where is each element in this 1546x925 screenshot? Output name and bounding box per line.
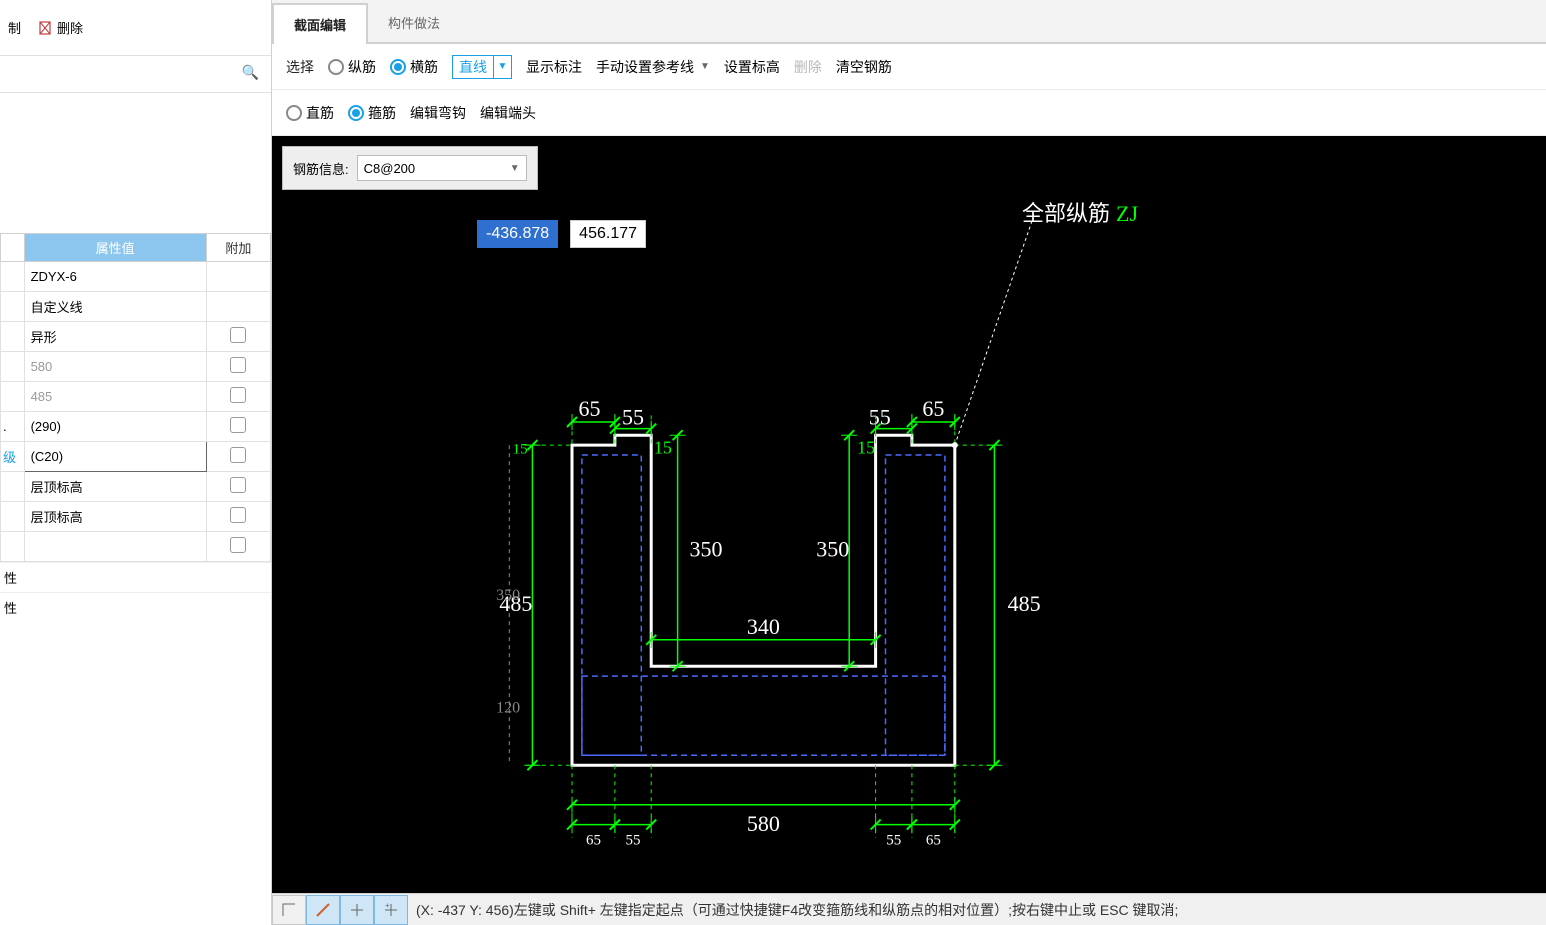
sidebar-toolbar: 制 删除	[0, 0, 271, 56]
property-row[interactable]: ZDYX-6	[1, 262, 271, 292]
radio-stirrup-label: 箍筋	[368, 103, 396, 123]
property-value[interactable]: 580	[24, 352, 206, 382]
radio-transverse[interactable]: 横筋	[390, 57, 438, 77]
chevron-down-icon: ▼	[493, 56, 511, 78]
toolbar-row-1: 选择 纵筋 横筋 直线 ▼ 显示标注 手动设置参考线 ▼ 设置标高 删除 清空钢筋	[272, 44, 1546, 90]
sidebar: 制 删除 🔍 属性值 附加 ZDYX-6自定义线异形580485.(290)级(…	[0, 0, 272, 925]
tab-section-edit[interactable]: 截面编辑	[272, 3, 368, 44]
property-value[interactable]: (C20)	[24, 442, 206, 472]
edit-hook-button[interactable]: 编辑弯钩	[410, 103, 466, 123]
svg-text:55: 55	[626, 833, 641, 849]
snap-btn-4[interactable]: +	[374, 895, 408, 925]
property-value[interactable]: 层顶标高	[24, 472, 206, 502]
chevron-down-icon: ▼	[700, 61, 710, 72]
property-row[interactable]: 485	[1, 382, 271, 412]
radio-straight-label: 直筋	[306, 103, 334, 123]
property-value[interactable]: 485	[24, 382, 206, 412]
radio-transverse-label: 横筋	[410, 57, 438, 77]
property-value[interactable]: 异形	[24, 322, 206, 352]
property-row[interactable]: 层顶标高	[1, 472, 271, 502]
manual-reference-button[interactable]: 手动设置参考线	[596, 57, 694, 77]
property-row[interactable]: 级(C20)	[1, 442, 271, 472]
tab-component-method[interactable]: 构件做法	[368, 3, 460, 42]
property-row[interactable]: 580	[1, 352, 271, 382]
addon-checkbox[interactable]	[230, 507, 246, 523]
radio-straight[interactable]: 直筋	[286, 103, 334, 123]
svg-text:350: 350	[689, 537, 722, 562]
delete-icon	[37, 20, 53, 36]
svg-text:15: 15	[654, 438, 672, 458]
line-type-combo[interactable]: 直线 ▼	[452, 55, 512, 79]
tabs: 截面编辑 构件做法	[272, 0, 1546, 44]
property-row[interactable]	[1, 532, 271, 562]
property-tail: 性	[0, 592, 271, 622]
svg-text:580: 580	[747, 811, 780, 836]
radio-longitudinal[interactable]: 纵筋	[328, 57, 376, 77]
svg-text:55: 55	[622, 405, 644, 430]
property-value[interactable]: ZDYX-6	[24, 262, 206, 292]
property-row[interactable]: 层顶标高	[1, 502, 271, 532]
radio-longitudinal-label: 纵筋	[348, 57, 376, 77]
svg-text:65: 65	[926, 833, 941, 849]
property-row[interactable]: .(290)	[1, 412, 271, 442]
property-table: 属性值 附加 ZDYX-6自定义线异形580485.(290)级(C20)层顶标…	[0, 233, 271, 562]
copy-label: 制	[8, 18, 21, 37]
svg-text:65: 65	[586, 833, 601, 849]
property-value[interactable]: (290)	[24, 412, 206, 442]
svg-text:65: 65	[922, 396, 944, 421]
addon-checkbox[interactable]	[230, 357, 246, 373]
show-dimension-button[interactable]: 显示标注	[526, 57, 582, 77]
toolbar-row-2: 直筋 箍筋 编辑弯钩 编辑端头	[272, 90, 1546, 136]
sidebar-search: 🔍	[0, 56, 271, 93]
property-row[interactable]: 自定义线	[1, 292, 271, 322]
copy-button[interactable]: 制	[8, 18, 21, 37]
addon-checkbox[interactable]	[230, 387, 246, 403]
property-row[interactable]: 异形	[1, 322, 271, 352]
svg-text:15: 15	[513, 442, 528, 458]
svg-text:340: 340	[747, 614, 780, 639]
svg-text:120: 120	[496, 699, 520, 716]
svg-text:55: 55	[886, 833, 901, 849]
delete-button[interactable]: 删除	[37, 18, 83, 37]
svg-text:65: 65	[578, 396, 600, 421]
snap-btn-2[interactable]	[306, 895, 340, 925]
svg-text:350: 350	[496, 587, 520, 604]
property-value[interactable]	[24, 532, 206, 562]
prop-header-addon: 附加	[206, 234, 270, 262]
search-input[interactable]	[8, 62, 263, 86]
statusbar: + (X: -437 Y: 456)左键或 Shift+ 左键指定起点（可通过快…	[272, 893, 1546, 925]
toolbar-delete-button[interactable]: 删除	[794, 57, 822, 77]
canvas[interactable]: 钢筋信息: C8@200 ▼ -436.878 456.177 全部纵筋ZJ 6…	[272, 136, 1546, 893]
svg-text:15: 15	[857, 438, 875, 458]
edit-end-button[interactable]: 编辑端头	[480, 103, 536, 123]
property-value[interactable]: 自定义线	[24, 292, 206, 322]
svg-text:350: 350	[816, 537, 849, 562]
addon-checkbox[interactable]	[230, 327, 246, 343]
property-tail: 性	[0, 562, 271, 592]
line-type-label: 直线	[453, 57, 493, 77]
section-drawing: 6555556534058065555565350350485485153501…	[272, 136, 1546, 893]
set-elevation-button[interactable]: 设置标高	[724, 57, 780, 77]
clear-rebar-button[interactable]: 清空钢筋	[836, 57, 892, 77]
main: 截面编辑 构件做法 选择 纵筋 横筋 直线 ▼ 显示标注 手动设置参考线 ▼ 设置…	[272, 0, 1546, 925]
snap-btn-1[interactable]	[272, 895, 306, 925]
radio-stirrup[interactable]: 箍筋	[348, 103, 396, 123]
search-icon[interactable]: 🔍	[242, 64, 259, 81]
prop-header-value: 属性值	[24, 234, 206, 262]
property-value[interactable]: 层顶标高	[24, 502, 206, 532]
svg-text:485: 485	[1008, 591, 1041, 616]
svg-text:55: 55	[869, 405, 891, 430]
addon-checkbox[interactable]	[230, 477, 246, 493]
addon-checkbox[interactable]	[230, 537, 246, 553]
addon-checkbox[interactable]	[230, 417, 246, 433]
select-tool[interactable]: 选择	[286, 57, 314, 77]
statusbar-text: (X: -437 Y: 456)左键或 Shift+ 左键指定起点（可通过快捷键…	[416, 900, 1178, 920]
addon-checkbox[interactable]	[230, 447, 246, 463]
snap-btn-3[interactable]	[340, 895, 374, 925]
svg-text:+: +	[385, 902, 390, 910]
delete-label: 删除	[57, 18, 83, 37]
